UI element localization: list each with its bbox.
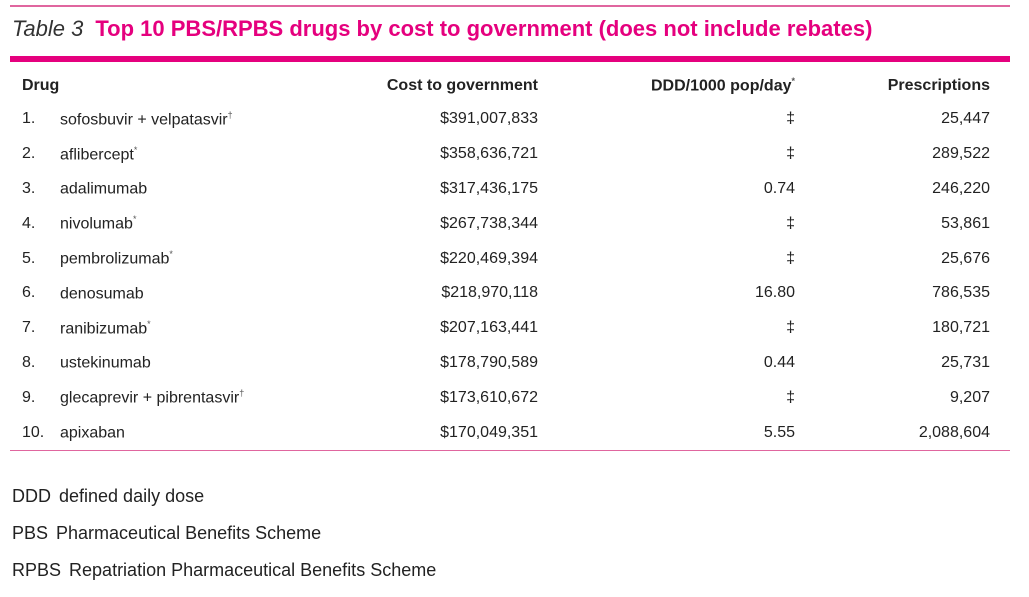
table-row: 6. denosumab $218,970,118 16.80 786,535: [10, 276, 1010, 311]
row-number: 6.: [22, 284, 36, 302]
drug-name: adalimumab: [60, 172, 318, 207]
ddd-cell: ‡: [786, 145, 795, 163]
drug-name: sofosbuvir + velpatasvir†: [60, 102, 318, 137]
row-number: 5.: [22, 249, 36, 267]
note-rpbs: RPBS Repatriation Pharmaceutical Benefits…: [12, 560, 436, 597]
note-abbr: DDD: [12, 486, 51, 506]
drug-name-text: sofosbuvir + velpatasvir: [60, 111, 228, 129]
table-row: 9. glecaprevir + pibrentasvir† $173,610,67…: [10, 380, 1010, 415]
drug-name-text: apixaban: [60, 424, 125, 442]
row-number: 4.: [22, 214, 36, 232]
header-drug: Drug: [22, 77, 60, 94]
row-number: 9.: [22, 388, 36, 406]
footnote-mark: *: [147, 318, 151, 329]
footnote-mark: †: [227, 109, 233, 120]
drug-name: ranibizumab*: [60, 311, 318, 346]
footnote-mark: *: [133, 144, 138, 155]
cost-cell: $391,007,833: [440, 110, 538, 128]
table-row: 7. ranibizumab* $207,163,441 ‡ 180,721: [10, 311, 1010, 346]
drug-name: pembrolizumab*: [60, 241, 318, 276]
note-text: Pharmaceutical Benefits Scheme: [56, 523, 322, 543]
prescriptions-cell: 180,721: [932, 319, 990, 337]
header-prescriptions: Prescriptions: [887, 77, 990, 94]
footnote-mark: †: [239, 388, 245, 399]
note-pbs: PBS Pharmaceutical Benefits Scheme: [12, 523, 436, 560]
cost-cell: $207,163,441: [440, 319, 538, 337]
header-rule: [10, 56, 1010, 62]
note-abbr: RPBS: [12, 560, 62, 580]
table-row: 8. ustekinumab $178,790,589 0.44 25,731: [10, 346, 1010, 381]
header-ddd: DDD/1000 pop/day*: [538, 70, 795, 102]
drug-name-text: pembrolizumab: [60, 250, 170, 268]
table-row: 4. nivolumab* $267,738,344 ‡ 53,861: [10, 206, 1010, 241]
drug-name: nivolumab*: [60, 206, 318, 241]
row-number: 2.: [22, 145, 36, 163]
prescriptions-cell: 786,535: [932, 284, 990, 302]
header-row: Drug Cost to government DDD/1000 pop/day…: [10, 70, 1010, 102]
row-number: 8.: [22, 353, 36, 371]
prescriptions-cell: 25,676: [941, 249, 990, 267]
table-title: Top 10 PBS/RPBS drugs by cost to governm…: [95, 16, 873, 41]
prescriptions-cell: 53,861: [941, 214, 990, 232]
note-abbr: PBS: [12, 523, 49, 543]
drug-name-text: denosumab: [60, 285, 144, 303]
ddd-cell: 0.44: [763, 353, 795, 371]
table-row: 2. aflibercept* $358,636,721 ‡ 289,522: [10, 137, 1010, 172]
row-number: 3.: [22, 179, 36, 197]
ddd-cell: ‡: [786, 110, 795, 128]
drug-cost-table: Drug Cost to government DDD/1000 pop/day…: [10, 70, 1010, 451]
cost-cell: $220,469,394: [440, 249, 538, 267]
drug-name-text: ustekinumab: [60, 354, 151, 372]
cost-cell: $358,636,721: [440, 145, 538, 163]
ddd-cell: 0.74: [763, 179, 795, 197]
abbreviations: DDD defined daily dose PBS Pharmaceutical …: [12, 486, 436, 597]
table-row: 5. pembrolizumab* $220,469,394 ‡ 25,676: [10, 241, 1010, 276]
cost-cell: $218,970,118: [441, 284, 538, 302]
header-ddd-text: DDD/1000 pop/day: [651, 77, 792, 95]
ddd-cell: ‡: [786, 388, 795, 406]
ddd-cell: 16.80: [754, 284, 795, 302]
prescriptions-cell: 25,447: [941, 110, 990, 128]
note-ddd: DDD defined daily dose: [12, 486, 436, 523]
prescriptions-cell: 289,522: [932, 145, 990, 163]
ddd-cell: ‡: [786, 214, 795, 232]
footnote-mark: *: [132, 214, 137, 225]
footnote-mark: *: [169, 248, 173, 259]
note-text: Repatriation Pharmaceutical Benefits Sch…: [69, 560, 437, 580]
table-row: 10. apixaban $170,049,351 5.55 2,088,604: [10, 415, 1010, 451]
drug-name: ustekinumab: [60, 346, 318, 381]
drug-name-text: nivolumab: [60, 215, 133, 233]
drug-name: apixaban: [60, 415, 318, 451]
row-number: 1.: [22, 110, 36, 128]
drug-name-text: aflibercept: [60, 145, 134, 163]
table-label: Table 3: [12, 16, 84, 41]
footnote-mark: *: [791, 76, 795, 87]
drug-name: glecaprevir + pibrentasvir†: [60, 380, 318, 415]
cost-cell: $173,610,672: [440, 388, 538, 406]
prescriptions-cell: 2,088,604: [795, 415, 1010, 451]
row-number: 10.: [10, 415, 60, 451]
drug-name-text: ranibizumab: [60, 319, 148, 337]
table-row: 1. sofosbuvir + velpatasvir† $391,007,833 ‡…: [10, 102, 1010, 137]
drug-name: denosumab: [60, 276, 318, 311]
ddd-cell: 5.55: [538, 415, 795, 451]
ddd-cell: ‡: [786, 319, 795, 337]
prescriptions-cell: 9,207: [949, 388, 990, 406]
drug-name: aflibercept*: [60, 137, 318, 172]
cost-cell: $178,790,589: [440, 353, 538, 371]
cost-cell: $267,738,344: [440, 214, 538, 232]
prescriptions-cell: 25,731: [941, 353, 990, 371]
top-rule: [10, 5, 1010, 7]
drug-name-text: adalimumab: [60, 180, 148, 198]
row-number: 7.: [22, 319, 36, 337]
prescriptions-cell: 246,220: [932, 179, 990, 197]
cost-cell: $317,436,175: [440, 179, 538, 197]
header-cost: Cost to government: [386, 77, 538, 94]
cost-cell: $170,049,351: [318, 415, 538, 451]
note-text: defined daily dose: [59, 486, 205, 506]
drug-name-text: glecaprevir + pibrentasvir: [60, 389, 240, 407]
table-row: 3. adalimumab $317,436,175 0.74 246,220: [10, 172, 1010, 207]
ddd-cell: ‡: [786, 249, 795, 267]
table-caption: Table 3 Top 10 PBS/RPBS drugs by cost to …: [12, 16, 872, 42]
